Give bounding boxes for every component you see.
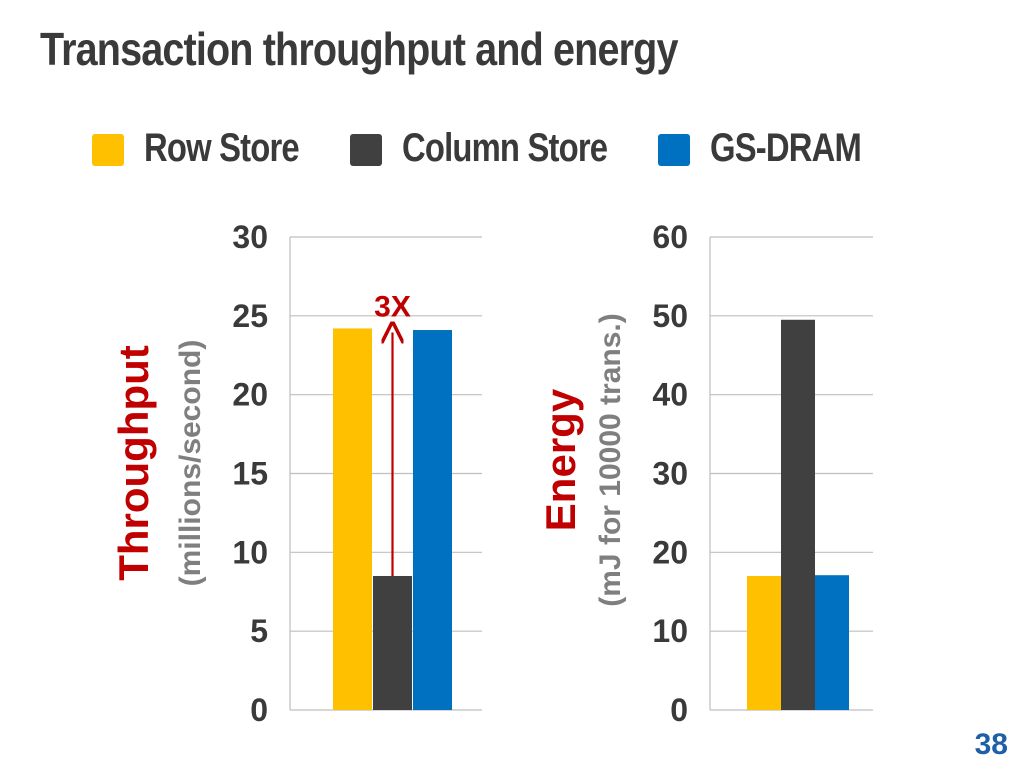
- throughput-tick-label: 30: [232, 219, 268, 255]
- energy-bar-gs-dram: [815, 575, 849, 710]
- legend-label-row-store: Row Store: [144, 126, 300, 170]
- throughput-tick-label: 5: [250, 613, 268, 649]
- energy-tick-label: 20: [652, 534, 688, 570]
- energy-tick-label: 60: [652, 219, 688, 255]
- energy-bar-column-store: [781, 319, 815, 710]
- energy-tick-label: 50: [652, 298, 688, 334]
- energy-tick-label: 0: [670, 692, 688, 728]
- throughput-chart: 0 5 10 15 20 25 30 Throughput (millions/second) 3…: [110, 219, 482, 728]
- throughput-tick-label: 20: [232, 377, 268, 413]
- throughput-tick-label: 15: [232, 456, 268, 492]
- page-number: 38: [974, 728, 1008, 761]
- throughput-bar-gs-dram: [413, 330, 452, 710]
- throughput-tick-label: 0: [250, 692, 268, 728]
- energy-tick-label: 30: [652, 456, 688, 492]
- slide-title: Transaction throughput and energy: [40, 23, 678, 75]
- energy-ylabel-units: (mJ for 10000 trans.): [594, 313, 627, 606]
- legend-label-gs-dram: GS-DRAM: [710, 126, 862, 170]
- throughput-bar-column-store: [373, 575, 412, 710]
- energy-tick-label: 10: [652, 613, 688, 649]
- legend-swatch-row-store: [92, 134, 124, 166]
- energy-ylabel: Energy: [537, 388, 584, 531]
- legend-label-column-store: Column Store: [402, 126, 608, 170]
- throughput-tick-label: 25: [232, 298, 268, 334]
- throughput-ylabel: Throughput: [110, 345, 157, 581]
- throughput-ylabel-units: (millions/second): [174, 340, 207, 587]
- energy-bar-row-store: [747, 575, 781, 710]
- energy-chart: 0 10 20 30 40 50 60 Energy (mJ for 10000 trans.): [537, 219, 873, 728]
- legend-swatch-gs-dram: [658, 134, 690, 166]
- throughput-bar-row-store: [333, 328, 372, 710]
- throughput-annotation-label: 3X: [374, 290, 411, 323]
- throughput-tick-label: 10: [232, 534, 268, 570]
- energy-tick-label: 40: [652, 377, 688, 413]
- legend-swatch-column-store: [350, 134, 382, 166]
